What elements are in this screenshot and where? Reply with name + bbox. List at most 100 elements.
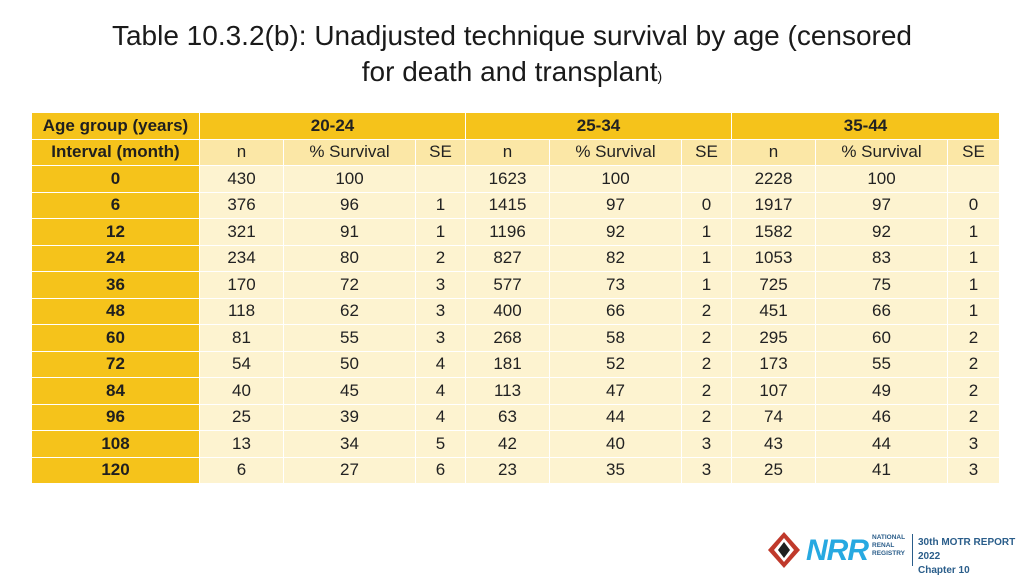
cell-se: 0 bbox=[947, 191, 1000, 219]
cell-survival: 75 bbox=[815, 271, 948, 299]
cell-survival: 83 bbox=[815, 244, 948, 272]
cell-survival: 44 bbox=[815, 430, 948, 458]
cell-se: 1 bbox=[947, 218, 1000, 246]
cell-se: 2 bbox=[681, 324, 732, 352]
cell-survival: 60 bbox=[815, 324, 948, 352]
cell-survival: 92 bbox=[549, 218, 682, 246]
table-row: 36 170 72 3 577 73 1 725 75 1 bbox=[31, 271, 1000, 299]
cell-n: 1917 bbox=[731, 191, 816, 219]
cell-survival: 100 bbox=[815, 165, 948, 193]
cell-se: 2 bbox=[681, 403, 732, 431]
cell-se bbox=[947, 165, 1000, 193]
cell-survival: 34 bbox=[283, 430, 416, 458]
cell-n: 113 bbox=[465, 377, 550, 405]
interval-label: 0 bbox=[31, 165, 200, 193]
cell-survival: 66 bbox=[549, 297, 682, 325]
cell-n: 234 bbox=[199, 244, 284, 272]
cell-n: 43 bbox=[731, 430, 816, 458]
sub-header-n: n bbox=[731, 138, 816, 166]
cell-se: 2 bbox=[681, 297, 732, 325]
cell-n: 181 bbox=[465, 350, 550, 378]
cell-n: 451 bbox=[731, 297, 816, 325]
interval-label: 12 bbox=[31, 218, 200, 246]
interval-label: 24 bbox=[31, 244, 200, 272]
table-row: 96 25 39 4 63 44 2 74 46 2 bbox=[31, 403, 1000, 431]
sub-header-row: Interval (month) n % Survival SE n % Sur… bbox=[31, 138, 1000, 166]
cell-survival: 97 bbox=[815, 191, 948, 219]
cell-survival: 55 bbox=[815, 350, 948, 378]
cell-survival: 35 bbox=[549, 456, 682, 484]
cell-se: 2 bbox=[681, 350, 732, 378]
cell-survival: 66 bbox=[815, 297, 948, 325]
title-line-2: for death and transplant) bbox=[40, 54, 984, 94]
cell-survival: 45 bbox=[283, 377, 416, 405]
cell-n: 321 bbox=[199, 218, 284, 246]
cell-survival: 49 bbox=[815, 377, 948, 405]
sub-header-n: n bbox=[465, 138, 550, 166]
sub-header-se: SE bbox=[947, 138, 1000, 166]
cell-n: 42 bbox=[465, 430, 550, 458]
cell-se: 3 bbox=[415, 324, 466, 352]
cell-n: 170 bbox=[199, 271, 284, 299]
cell-se: 3 bbox=[947, 456, 1000, 484]
interval-label: 72 bbox=[31, 350, 200, 378]
cell-n: 295 bbox=[731, 324, 816, 352]
nrr-sub-line: REGISTRY bbox=[872, 550, 905, 557]
title-line-1: Table 10.3.2(b): Unadjusted technique su… bbox=[111, 20, 913, 51]
cell-n: 81 bbox=[199, 324, 284, 352]
cell-survival: 82 bbox=[549, 244, 682, 272]
cell-n: 173 bbox=[731, 350, 816, 378]
cell-n: 13 bbox=[199, 430, 284, 458]
table-row: 48 118 62 3 400 66 2 451 66 1 bbox=[31, 297, 1000, 325]
nrr-sub-line: RENAL bbox=[872, 542, 895, 549]
cell-n: 74 bbox=[731, 403, 816, 431]
cell-survival: 39 bbox=[283, 403, 416, 431]
cell-survival: 100 bbox=[283, 165, 416, 193]
table-row: 72 54 50 4 181 52 2 173 55 2 bbox=[31, 350, 1000, 378]
nrr-sub-line: NATIONAL bbox=[872, 534, 906, 541]
cell-n: 25 bbox=[731, 456, 816, 484]
cell-survival: 97 bbox=[549, 191, 682, 219]
cell-n: 1053 bbox=[731, 244, 816, 272]
table-row: 6 376 96 1 1415 97 0 1917 97 0 bbox=[31, 191, 1000, 219]
sub-header-n: n bbox=[199, 138, 284, 166]
cell-se: 3 bbox=[681, 430, 732, 458]
table-row: 84 40 45 4 113 47 2 107 49 2 bbox=[31, 377, 1000, 405]
group-header: 25-34 bbox=[465, 112, 732, 140]
cell-se: 1 bbox=[947, 244, 1000, 272]
table-body: 0 430 100 1623 100 2228 100 6 376 96 1 1415 97 0 1917 9… bbox=[31, 165, 1000, 484]
cell-n: 1196 bbox=[465, 218, 550, 246]
cell-n: 400 bbox=[465, 297, 550, 325]
cell-survival: 27 bbox=[283, 456, 416, 484]
cell-n: 54 bbox=[199, 350, 284, 378]
cell-n: 725 bbox=[731, 271, 816, 299]
cell-se: 2 bbox=[947, 324, 1000, 352]
cell-survival: 72 bbox=[283, 271, 416, 299]
table-row: 60 81 55 3 268 58 2 295 60 2 bbox=[31, 324, 1000, 352]
footer-branding: NRR NATIONAL RENAL REGISTRY 30th MOTR RE… bbox=[766, 530, 1016, 576]
cell-survival: 55 bbox=[283, 324, 416, 352]
cell-survival: 58 bbox=[549, 324, 682, 352]
group-header-row: Age group (years) 20-24 25-34 35-44 bbox=[31, 112, 1000, 140]
cell-n: 577 bbox=[465, 271, 550, 299]
table-row: 120 6 27 6 23 35 3 25 41 3 bbox=[31, 456, 1000, 484]
cell-survival: 100 bbox=[549, 165, 682, 193]
footer-divider bbox=[912, 534, 913, 566]
cell-n: 430 bbox=[199, 165, 284, 193]
cell-n: 40 bbox=[199, 377, 284, 405]
report-chapter: Chapter 10 bbox=[918, 565, 970, 576]
cell-se: 2 bbox=[947, 403, 1000, 431]
cell-n: 23 bbox=[465, 456, 550, 484]
cell-se: 2 bbox=[415, 244, 466, 272]
cell-survival: 46 bbox=[815, 403, 948, 431]
table-row: 12 321 91 1 1196 92 1 1582 92 1 bbox=[31, 218, 1000, 246]
cell-n: 1623 bbox=[465, 165, 550, 193]
table-row: 24 234 80 2 827 82 1 1053 83 1 bbox=[31, 244, 1000, 272]
cell-se: 3 bbox=[415, 271, 466, 299]
cell-se: 1 bbox=[681, 271, 732, 299]
cell-se: 3 bbox=[681, 456, 732, 484]
cell-se: 3 bbox=[947, 430, 1000, 458]
title-line-2-text: for death and transplant bbox=[361, 56, 658, 87]
interval-label: 120 bbox=[31, 456, 200, 484]
row-header-age-group: Age group (years) bbox=[31, 112, 200, 140]
